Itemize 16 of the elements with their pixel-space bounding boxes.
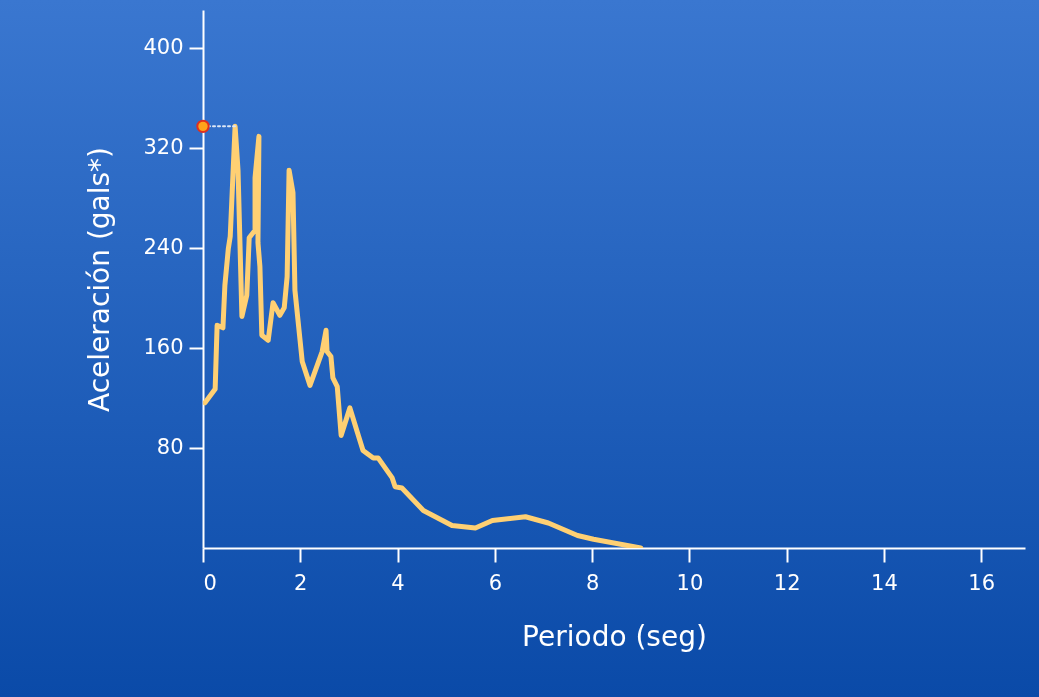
x-tick-label: 4: [391, 570, 405, 595]
x-tick-label: 14: [871, 570, 898, 595]
x-tick-label: 16: [968, 570, 996, 595]
x-tick-label: 0: [203, 570, 217, 595]
x-tick-label: 6: [488, 570, 503, 595]
y-tick-label: 160: [143, 335, 184, 360]
x-tick-label: 8: [585, 570, 600, 595]
y-tick-label: 400: [143, 35, 184, 60]
x-axis-title: Periodo (seg): [522, 619, 707, 653]
y-tick-label: 320: [143, 135, 184, 160]
y-tick-label: 240: [143, 235, 184, 260]
x-tick-label: 2: [294, 570, 308, 595]
y-tick-label: 80: [156, 435, 184, 460]
x-tick-label: 10: [676, 570, 704, 595]
y-axis-title: Aceleración (gals*): [83, 146, 117, 413]
x-tick-label: 12: [773, 570, 801, 595]
